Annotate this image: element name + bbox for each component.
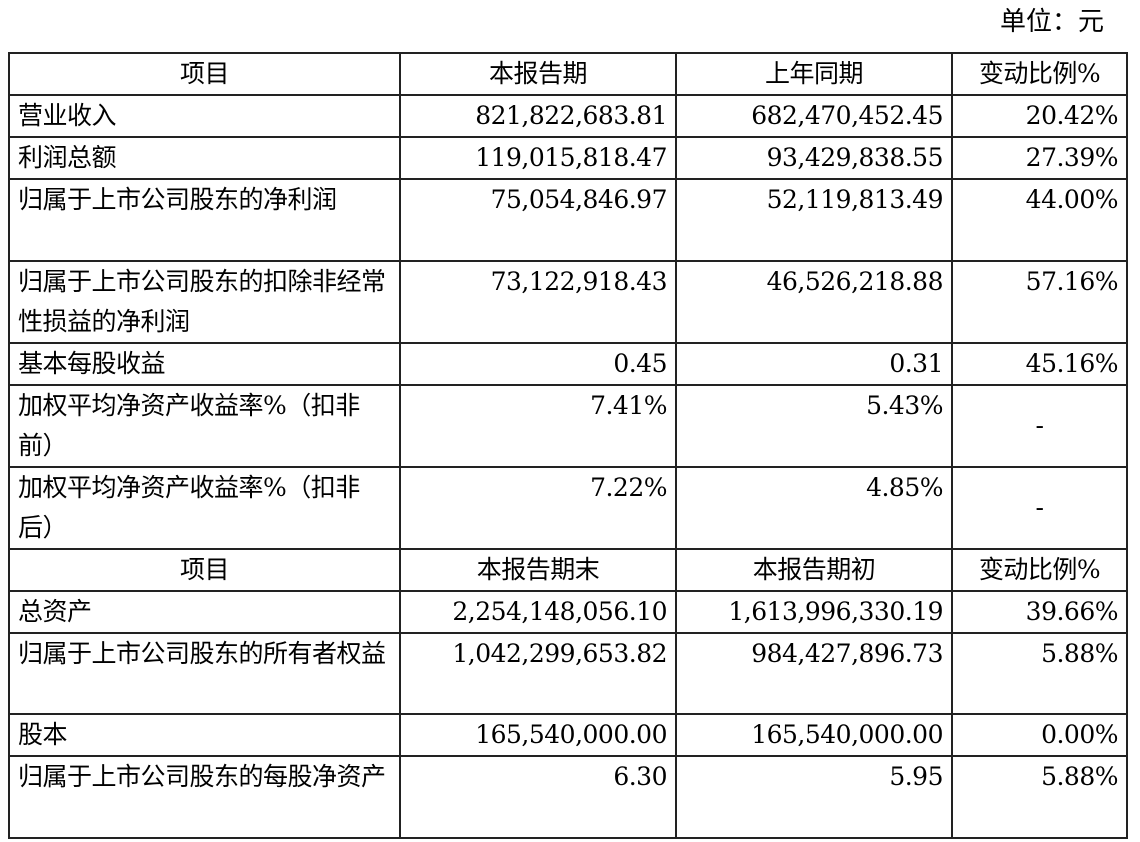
previous-value: 46,526,218.88 <box>675 260 953 344</box>
current-value: 119,015,818.47 <box>399 136 677 180</box>
table-row: 归属于上市公司股东的扣除非经常性损益的净利润 73,122,918.43 46,52… <box>8 260 1128 344</box>
row-label: 营业收入 <box>8 94 401 138</box>
current-value: 75,054,846.97 <box>399 178 677 262</box>
previous-value: 1,613,996,330.19 <box>675 590 953 634</box>
current-value: 0.45 <box>399 342 677 386</box>
financial-data-table: 项目 本报告期 上年同期 变动比例% 营业收入 821,822,683.81 682,470… <box>8 52 1128 839</box>
column-header: 本报告期初 <box>675 548 953 592</box>
row-label: 归属于上市公司股东的扣除非经常性损益的净利润 <box>8 260 401 344</box>
column-header: 上年同期 <box>675 52 953 96</box>
current-value: 165,540,000.00 <box>399 713 677 757</box>
table-row: 归属于上市公司股东的每股净资产 6.30 5.95 5.88% <box>8 755 1128 839</box>
table-row: 基本每股收益 0.45 0.31 45.16% <box>8 342 1128 386</box>
table-row: 利润总额 119,015,818.47 93,429,838.55 27.39% <box>8 136 1128 180</box>
row-label: 归属于上市公司股东的净利润 <box>8 178 401 262</box>
change-value: 20.42% <box>951 94 1128 138</box>
previous-value: 52,119,813.49 <box>675 178 953 262</box>
row-label: 加权平均净资产收益率%（扣非后） <box>8 466 401 550</box>
table-row: 加权平均净资产收益率%（扣非后） 7.22% 4.85% - <box>8 466 1128 550</box>
column-header: 项目 <box>8 548 401 592</box>
row-label: 总资产 <box>8 590 401 634</box>
change-value: 0.00% <box>951 713 1128 757</box>
change-value: 5.88% <box>951 632 1128 715</box>
column-header: 项目 <box>8 52 401 96</box>
row-label: 归属于上市公司股东的每股净资产 <box>8 755 401 839</box>
previous-value: 5.43% <box>675 384 953 468</box>
change-value: 5.88% <box>951 755 1128 839</box>
previous-value: 682,470,452.45 <box>675 94 953 138</box>
previous-value: 4.85% <box>675 466 953 550</box>
change-value: 45.16% <box>951 342 1128 386</box>
previous-value: 93,429,838.55 <box>675 136 953 180</box>
table-row: 归属于上市公司股东的净利润 75,054,846.97 52,119,813.49 4… <box>8 178 1128 262</box>
column-header: 变动比例% <box>951 52 1128 96</box>
header-row: 项目 本报告期 上年同期 变动比例% <box>8 52 1128 96</box>
header-row: 项目 本报告期末 本报告期初 变动比例% <box>8 548 1128 592</box>
previous-value: 984,427,896.73 <box>675 632 953 715</box>
row-label: 加权平均净资产收益率%（扣非前） <box>8 384 401 468</box>
current-value: 7.22% <box>399 466 677 550</box>
current-value: 821,822,683.81 <box>399 94 677 138</box>
column-header: 本报告期末 <box>399 548 677 592</box>
table-row: 加权平均净资产收益率%（扣非前） 7.41% 5.43% - <box>8 384 1128 468</box>
table-row: 归属于上市公司股东的所有者权益 1,042,299,653.82 984,427,8… <box>8 632 1128 715</box>
table-row: 总资产 2,254,148,056.10 1,613,996,330.19 39.66… <box>8 590 1128 634</box>
column-header: 本报告期 <box>399 52 677 96</box>
unit-label: 单位：元 <box>999 7 1104 37</box>
table-row: 股本 165,540,000.00 165,540,000.00 0.00% <box>8 713 1128 757</box>
current-value: 73,122,918.43 <box>399 260 677 344</box>
previous-value: 5.95 <box>675 755 953 839</box>
row-label: 股本 <box>8 713 401 757</box>
row-label: 归属于上市公司股东的所有者权益 <box>8 632 401 715</box>
change-value: 39.66% <box>951 590 1128 634</box>
change-value: 57.16% <box>951 260 1128 344</box>
table-row: 营业收入 821,822,683.81 682,470,452.45 20.42% <box>8 94 1128 138</box>
row-label: 基本每股收益 <box>8 342 401 386</box>
change-value: - <box>951 384 1128 468</box>
row-label: 利润总额 <box>8 136 401 180</box>
current-value: 1,042,299,653.82 <box>399 632 677 715</box>
column-header: 变动比例% <box>951 548 1128 592</box>
previous-value: 0.31 <box>675 342 953 386</box>
previous-value: 165,540,000.00 <box>675 713 953 757</box>
change-value: - <box>951 466 1128 550</box>
current-value: 2,254,148,056.10 <box>399 590 677 634</box>
change-value: 44.00% <box>951 178 1128 262</box>
change-value: 27.39% <box>951 136 1128 180</box>
current-value: 6.30 <box>399 755 677 839</box>
current-value: 7.41% <box>399 384 677 468</box>
